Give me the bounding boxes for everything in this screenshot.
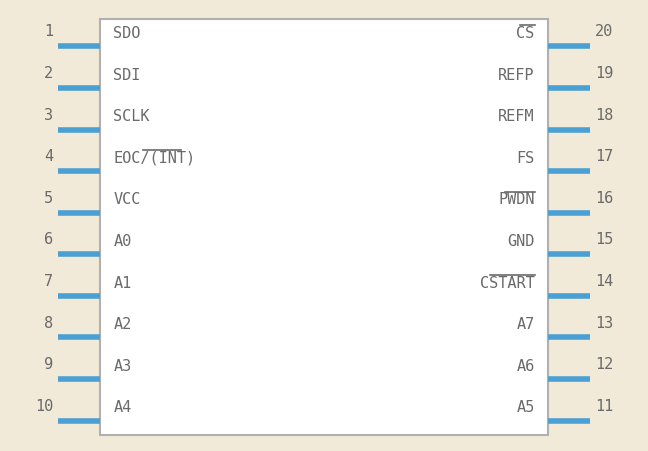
Text: 15: 15 — [595, 232, 613, 247]
Text: 5: 5 — [44, 190, 53, 205]
Bar — [100, 20, 548, 435]
Text: 1: 1 — [44, 24, 53, 39]
Text: EOC/(INT): EOC/(INT) — [113, 151, 196, 166]
Text: 12: 12 — [595, 356, 613, 371]
Text: 10: 10 — [35, 398, 53, 413]
Text: CSTART: CSTART — [480, 275, 535, 290]
Text: A0: A0 — [113, 234, 132, 249]
Text: FS: FS — [516, 151, 535, 166]
Text: 14: 14 — [595, 273, 613, 288]
Text: SDO: SDO — [113, 26, 141, 41]
Text: REFP: REFP — [498, 68, 535, 83]
Text: VCC: VCC — [113, 192, 141, 207]
Text: 2: 2 — [44, 66, 53, 81]
Text: CS: CS — [516, 26, 535, 41]
Text: 13: 13 — [595, 315, 613, 330]
Text: 9: 9 — [44, 356, 53, 371]
Text: 6: 6 — [44, 232, 53, 247]
Text: 11: 11 — [595, 398, 613, 413]
Text: 16: 16 — [595, 190, 613, 205]
Text: A1: A1 — [113, 275, 132, 290]
Text: SCLK: SCLK — [113, 109, 150, 124]
Text: 19: 19 — [595, 66, 613, 81]
Text: PWDN: PWDN — [498, 192, 535, 207]
Text: A5: A5 — [516, 400, 535, 414]
Text: GND: GND — [507, 234, 535, 249]
Text: A6: A6 — [516, 358, 535, 373]
Text: 7: 7 — [44, 273, 53, 288]
Text: 4: 4 — [44, 149, 53, 164]
Text: 17: 17 — [595, 149, 613, 164]
Text: REFM: REFM — [498, 109, 535, 124]
Text: A2: A2 — [113, 317, 132, 331]
Text: 3: 3 — [44, 107, 53, 122]
Text: SDI: SDI — [113, 68, 141, 83]
Text: A3: A3 — [113, 358, 132, 373]
Text: 18: 18 — [595, 107, 613, 122]
Text: 20: 20 — [595, 24, 613, 39]
Text: A4: A4 — [113, 400, 132, 414]
Text: A7: A7 — [516, 317, 535, 331]
Text: 8: 8 — [44, 315, 53, 330]
